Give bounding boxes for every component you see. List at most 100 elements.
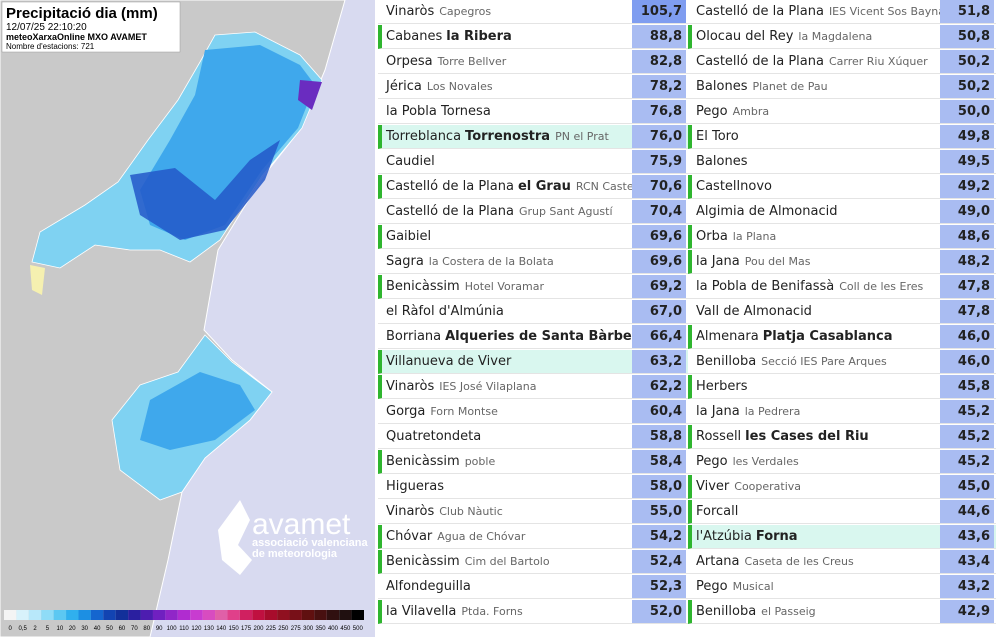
- town: Olocau del Rey: [696, 29, 794, 44]
- rain-value: 49,8: [940, 125, 994, 148]
- legend-label: 110: [179, 626, 189, 632]
- map-datetime: 12/07/25 22:10:20: [6, 22, 87, 33]
- station-name: Villanueva de Viver: [386, 350, 511, 373]
- legend-label: 350: [316, 626, 327, 632]
- logo-subtitle-box: associació valenciana de meteorologia: [252, 538, 368, 560]
- station-row: Pego les Verdales 45,2: [688, 450, 996, 474]
- rain-value: 42,9: [940, 600, 994, 623]
- station-name: Herbers: [696, 375, 748, 398]
- legend-label: 0,5: [18, 626, 27, 632]
- town: la Pobla Tornesa: [386, 104, 491, 119]
- station-name: Chóvar Agua de Chóvar: [386, 525, 526, 548]
- station-row: Forcall 44,6: [688, 500, 996, 524]
- legend-label: 10: [57, 626, 64, 632]
- station-name: la Jana Pou del Mas: [696, 250, 810, 273]
- legend-label: 300: [303, 626, 314, 632]
- legend-label: 20: [69, 626, 76, 632]
- station-name: Gorga Forn Montse: [386, 400, 498, 423]
- rain-value: 58,0: [632, 475, 686, 498]
- rain-value: 45,2: [940, 425, 994, 448]
- rain-value: 58,4: [632, 450, 686, 473]
- station-name: Vall de Almonacid: [696, 300, 812, 323]
- station-row: Castelló de la Plana IES Vicent Sos Bayna…: [688, 0, 996, 24]
- rain-value: 47,8: [940, 275, 994, 298]
- rain-value: 49,5: [940, 150, 994, 173]
- station: IES Vicent Sos Baynat: [828, 5, 950, 18]
- town: Castellnovo: [696, 179, 772, 194]
- rain-value: 63,2: [632, 350, 686, 373]
- legend-swatch: [41, 610, 54, 620]
- legend-swatch: [4, 610, 17, 620]
- rain-value: 52,3: [632, 575, 686, 598]
- town: Orpesa: [386, 54, 433, 69]
- station-name: Castelló de la Plana el Grau RCN Castelló: [386, 175, 646, 198]
- station: Planet de Pau: [752, 80, 828, 93]
- town: Benicàssim: [386, 454, 460, 469]
- station: Agua de Chóvar: [437, 530, 526, 543]
- rain-value: 43,4: [940, 550, 994, 573]
- town: Algimia de Almonacid: [696, 204, 838, 219]
- legend-label: 500: [353, 626, 364, 632]
- station-name: Jérica Los Novales: [386, 75, 493, 98]
- station: Coll de les Eres: [839, 280, 924, 293]
- town: Benilloba: [696, 604, 757, 619]
- rain-value: 76,0: [632, 125, 686, 148]
- legend-swatch: [264, 610, 278, 620]
- station-row: la Pobla Tornesa 76,8: [378, 100, 688, 124]
- legend-swatch: [103, 610, 116, 620]
- rain-value: 62,2: [632, 375, 686, 398]
- rain-value: 70,4: [632, 200, 686, 223]
- station: Cim del Bartolo: [464, 555, 550, 568]
- station-row: Benicàssim Cim del Bartolo 52,4: [378, 550, 688, 574]
- rain-value: 44,6: [940, 500, 994, 523]
- station-row: Vinaròs IES José Vilaplana 62,2: [378, 375, 688, 399]
- rain-value: 50,8: [940, 25, 994, 48]
- legend-label: 100: [167, 626, 178, 632]
- district: Forna: [755, 529, 798, 544]
- rain-value: 54,2: [632, 525, 686, 548]
- station: les Verdales: [732, 455, 799, 468]
- station-row: Chóvar Agua de Chóvar 54,2: [378, 525, 688, 549]
- map-header: [1, 1, 181, 53]
- rain-value: 76,8: [632, 100, 686, 123]
- legend-label: 5: [46, 626, 50, 632]
- station: Ambra: [732, 105, 770, 118]
- rain-value: 48,6: [940, 225, 994, 248]
- rain-value: 69,2: [632, 275, 686, 298]
- rain-map: Precipitació dia (mm) 12/07/25 22:10:20 …: [0, 0, 375, 637]
- rain-value: 47,8: [940, 300, 994, 323]
- legend-swatch: [177, 610, 191, 620]
- legend-swatch: [28, 610, 42, 620]
- town: Balones: [696, 154, 748, 169]
- station-name: Quatretondeta: [386, 425, 481, 448]
- station: Ptda. Forns: [461, 605, 523, 618]
- station-row: Castelló de la Plana el Grau RCN Castelló 7…: [378, 175, 688, 199]
- legend-label: 130: [204, 626, 215, 632]
- station-name: Benicàssim Cim del Bartolo: [386, 550, 550, 573]
- rain-area-max: [298, 80, 322, 110]
- station: la Plana: [732, 230, 777, 243]
- district: les Cases del Riu: [745, 429, 869, 444]
- legend-swatch: [140, 610, 153, 620]
- legend-label: 250: [278, 626, 289, 632]
- legend-swatch: [128, 610, 141, 620]
- rain-value: 75,9: [632, 150, 686, 173]
- station-name: Rossell les Cases del Riu: [696, 425, 869, 448]
- legend-swatch: [239, 610, 253, 620]
- station-name: Pego les Verdales: [696, 450, 799, 473]
- town: Vinaròs: [386, 379, 435, 394]
- station-row: Benilloba Secció IES Pare Arques 46,0: [688, 350, 996, 374]
- town: Pego: [696, 579, 728, 594]
- station: Musical: [732, 580, 774, 593]
- town: la Jana: [696, 404, 740, 419]
- logo-text: avamet: [252, 508, 351, 541]
- station-name: Castelló de la Plana IES Vicent Sos Bayna…: [696, 0, 950, 23]
- station-row: Gaibiel 69,6: [378, 225, 688, 249]
- station-row: Artana Caseta de les Creus 43,4: [688, 550, 996, 574]
- station-row: El Toro 49,8: [688, 125, 996, 149]
- station-row: Balones Planet de Pau 50,2: [688, 75, 996, 99]
- town: Viver: [696, 479, 730, 494]
- town: Vinaròs: [386, 504, 435, 519]
- town: Higueras: [386, 479, 444, 494]
